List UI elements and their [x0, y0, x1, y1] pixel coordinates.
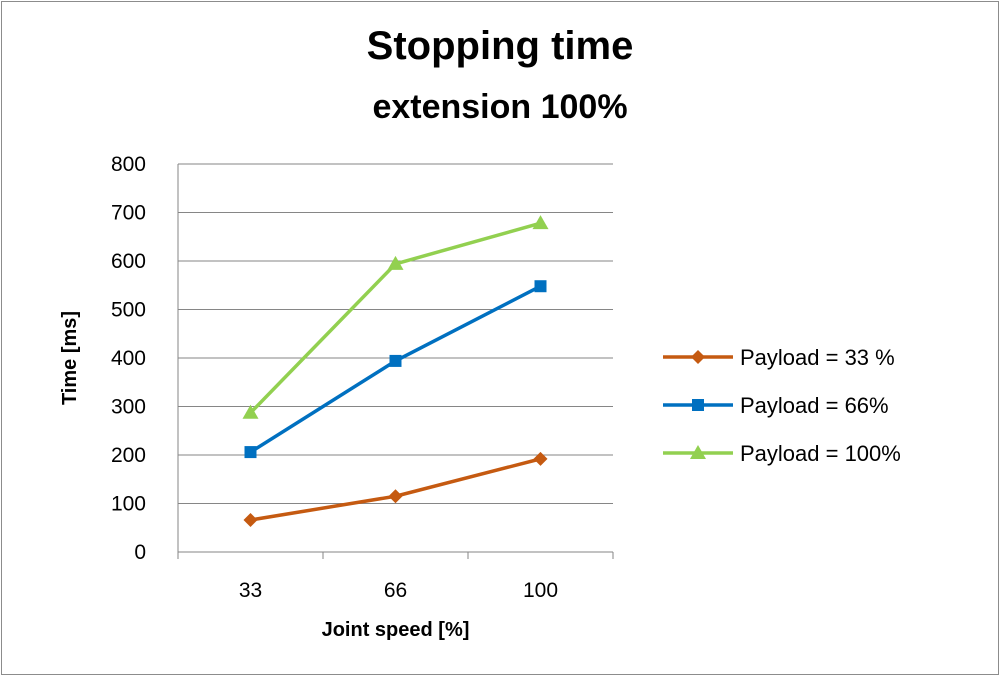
y-tick-label: 200	[111, 444, 146, 467]
x-tick-label: 100	[523, 579, 558, 602]
series-line	[249, 221, 541, 415]
y-tick-label: 400	[111, 347, 146, 370]
chart-subtitle: extension 100%	[372, 88, 628, 126]
y-tick-label: 100	[111, 493, 146, 516]
data-point	[532, 215, 549, 230]
legend-label: Payload = 100%	[740, 441, 901, 466]
y-tick-label: 600	[111, 250, 146, 273]
legend-marker	[692, 399, 704, 411]
data-point	[534, 280, 547, 293]
data-point	[244, 446, 257, 459]
chart-title: Stopping time	[366, 24, 634, 68]
data-point	[388, 489, 403, 504]
y-tick-label: 500	[111, 299, 146, 322]
x-axis-title: Joint speed [%]	[322, 619, 470, 641]
y-axis-title: Time [ms]	[59, 311, 81, 405]
y-tick-label: 800	[111, 153, 146, 176]
legend-label: Payload = 66%	[740, 393, 889, 418]
data-point	[533, 451, 548, 466]
data-point	[387, 255, 404, 270]
y-tick-label: 300	[111, 396, 146, 419]
y-tick-label: 0	[134, 541, 146, 564]
x-tick-label: 33	[239, 579, 262, 602]
data-point	[243, 512, 258, 527]
x-tick-label: 66	[384, 579, 407, 602]
legend-marker	[690, 445, 706, 459]
y-tick-label: 700	[111, 202, 146, 225]
legend-marker	[691, 350, 705, 364]
data-point	[389, 354, 402, 367]
legend-label: Payload = 33 %	[740, 345, 895, 370]
data-point	[242, 404, 259, 419]
